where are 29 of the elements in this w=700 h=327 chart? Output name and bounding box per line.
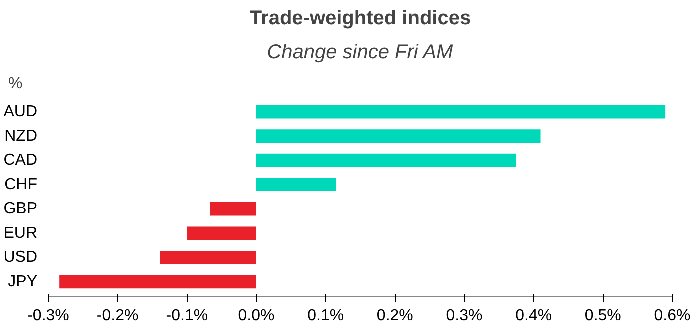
x-tick-label: 0.3%: [446, 308, 483, 324]
y-tick-label: AUD: [4, 104, 38, 121]
text: %: [8, 76, 23, 92]
x-tick-label: 0.5%: [584, 308, 622, 324]
x-tick-label: -0.1%: [166, 308, 208, 324]
y-tick-label: EUR: [4, 224, 38, 242]
y-tick-label: CHF: [4, 176, 38, 194]
y-tick-label: NZD: [4, 128, 38, 145]
chart-title: Trade-weighted indices: [250, 8, 472, 30]
y-tick-label: GBP: [4, 200, 38, 218]
x-tick-label: 0.1%: [308, 308, 344, 324]
y-tick-label: USD: [4, 249, 38, 266]
bar: [60, 275, 256, 289]
bar: [210, 202, 256, 216]
x-tick-label: -0.2%: [96, 308, 139, 324]
chart-subtitle: Change since Fri AM: [267, 42, 454, 64]
bar: [256, 154, 516, 168]
x-tick-label: -0.3%: [28, 308, 70, 324]
bar: [160, 250, 256, 264]
x-tick-label: 0.0%: [238, 308, 275, 324]
x-tick-label: 0.4%: [516, 308, 552, 324]
y-tick-label: JPY: [8, 273, 38, 290]
bar: [256, 178, 336, 192]
bar: [256, 130, 541, 144]
bar: [187, 226, 256, 240]
bar: [256, 105, 666, 119]
x-tick-label: 0.2%: [376, 308, 414, 324]
y-tick-label: CAD: [4, 152, 38, 170]
x-tick-label: 0.6%: [654, 308, 691, 324]
